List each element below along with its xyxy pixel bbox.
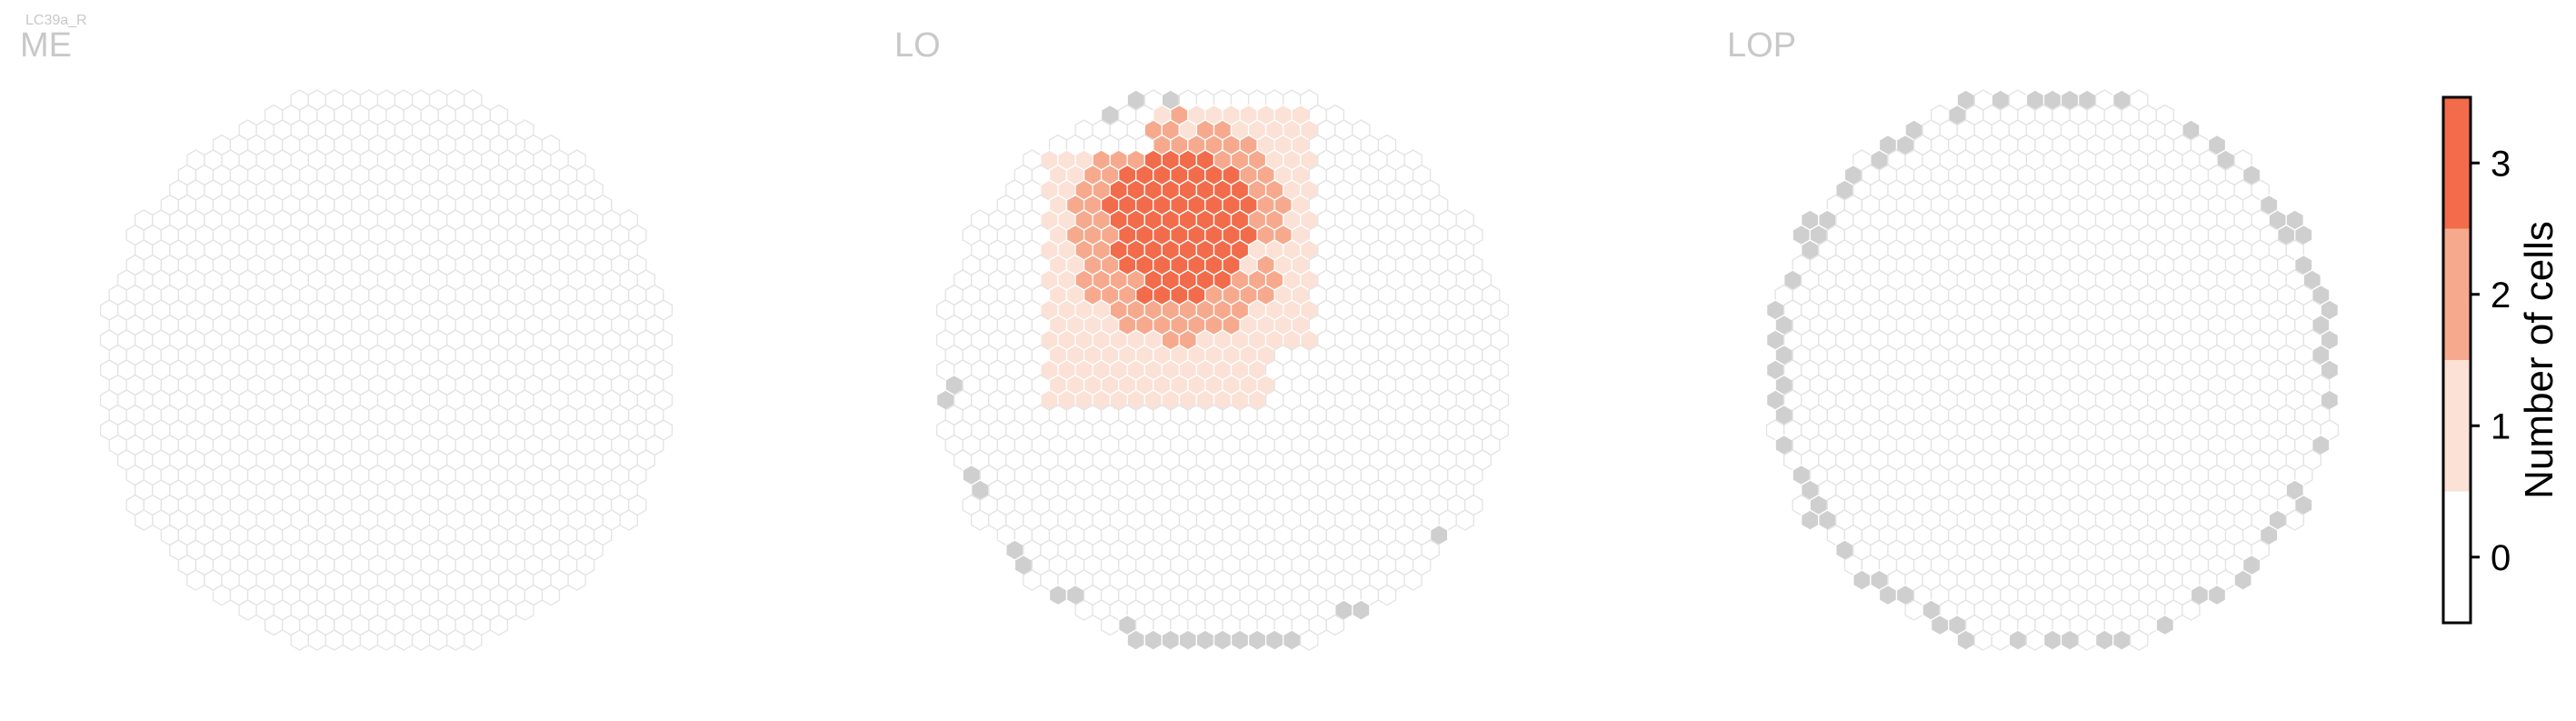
hex-cell-unmapped: [2233, 569, 2252, 591]
colorbar-segment-1: [2443, 360, 2471, 492]
hex-cell: [290, 629, 309, 651]
hex-cell: [2077, 629, 2097, 651]
hex-cell: [1023, 569, 1042, 591]
hex-cell: [2182, 599, 2201, 621]
hex-cell-unmapped: [1956, 629, 1975, 651]
hex-cell-unmapped: [2042, 629, 2062, 651]
panel-me: ME: [20, 26, 674, 651]
hex-cell: [1904, 599, 1923, 621]
hex-cell: [1100, 614, 1120, 636]
hex-cell: [428, 629, 448, 651]
hex-cell-unmapped: [1195, 629, 1215, 651]
hex-cell: [541, 584, 561, 606]
hex-cell: [2285, 509, 2304, 531]
hex-cell: [394, 629, 414, 651]
hex-cell: [264, 614, 284, 636]
hex-cell-unmapped: [1161, 629, 1181, 651]
hex-grid-lo: [935, 89, 1510, 651]
hex-cell: [619, 509, 638, 531]
hex-cell: [515, 599, 534, 621]
hex-cell: [2025, 629, 2045, 651]
hex-cell: [376, 629, 396, 651]
hex-cell-unmapped: [2207, 584, 2227, 606]
hex-cell-unmapped: [2094, 629, 2114, 651]
hex-cell-unmapped: [1048, 584, 1068, 606]
hex-cell-unmapped: [1878, 584, 1898, 606]
hex-cell: [1074, 599, 1093, 621]
panel-label-lo: LO: [894, 26, 941, 65]
hex-cell-unmapped: [1801, 509, 1820, 531]
hex-cell: [411, 629, 431, 651]
hex-cell-unmapped: [1852, 569, 1872, 591]
hex-cell: [135, 509, 154, 531]
hex-cell: [342, 629, 362, 651]
hex-cell-unmapped: [1178, 629, 1198, 651]
hex-cell: [238, 599, 257, 621]
hex-cell-unmapped: [2008, 629, 2028, 651]
colorbar-tick-label: 2: [2491, 275, 2511, 315]
colorbar-segment-0: [2443, 491, 2471, 623]
hex-cell: [1300, 629, 1319, 651]
hex-cell-unmapped: [1352, 599, 1371, 621]
hex-cell-unmapped: [1930, 614, 1950, 636]
colorbar-segment-2: [2443, 228, 2471, 360]
figure-title: LC39a_R: [25, 13, 87, 28]
hex-cell-unmapped: [2060, 629, 2080, 651]
hex-cell: [212, 584, 232, 606]
hex-cell: [1455, 509, 1474, 531]
hex-cell: [1377, 584, 1397, 606]
hex-cell: [359, 629, 379, 651]
hex-cell: [1973, 629, 1992, 651]
panel-label-lop: LOP: [1727, 26, 1796, 65]
colorbar-tick-label: 3: [2491, 144, 2511, 184]
hex-cell: [186, 569, 205, 591]
hex-grid-me: [99, 89, 674, 651]
colorbar-segment-3: [2443, 97, 2471, 229]
hex-cell-unmapped: [1126, 629, 1145, 651]
panel-lop: LOP: [1727, 26, 2340, 651]
hex-cell: [567, 569, 586, 591]
colorbar-label: Number of cells: [2517, 221, 2561, 499]
hex-cell: [307, 629, 326, 651]
hex-cell: [971, 509, 990, 531]
colorbar-tick-label: 0: [2491, 538, 2511, 578]
hex-cell: [1403, 569, 1423, 591]
hex-cell: [324, 629, 344, 651]
hex-cell-unmapped: [1283, 629, 1302, 651]
hex-cell-unmapped: [1213, 629, 1233, 651]
hex-cell: [489, 614, 509, 636]
hex-cell: [2130, 629, 2149, 651]
panel-lo: LO: [894, 26, 1510, 651]
hex-cell-unmapped: [1264, 629, 1284, 651]
hex-cell-unmapped: [1230, 629, 1250, 651]
colorbar-frame: [2441, 95, 2472, 625]
colorbar-segments: [2443, 97, 2471, 623]
hex-cell-unmapped: [2112, 629, 2132, 651]
hex-cell: [1991, 629, 2011, 651]
colorbar-ticks: 0 1 2 3: [2471, 144, 2511, 578]
hex-cell: [464, 629, 483, 651]
hex-cell-unmapped: [1143, 629, 1163, 651]
hex-cell: [1325, 614, 1345, 636]
hex-cell: [446, 629, 465, 651]
hex-cell-unmapped: [1247, 629, 1267, 651]
hex-cell-unmapped: [2155, 614, 2175, 636]
hex-grid-lop: [1765, 89, 2340, 651]
colorbar: 0 1 2 3 Number of cells: [2441, 95, 2561, 625]
colorbar-tick-label: 1: [2491, 406, 2511, 446]
panel-label-me: ME: [20, 26, 72, 65]
